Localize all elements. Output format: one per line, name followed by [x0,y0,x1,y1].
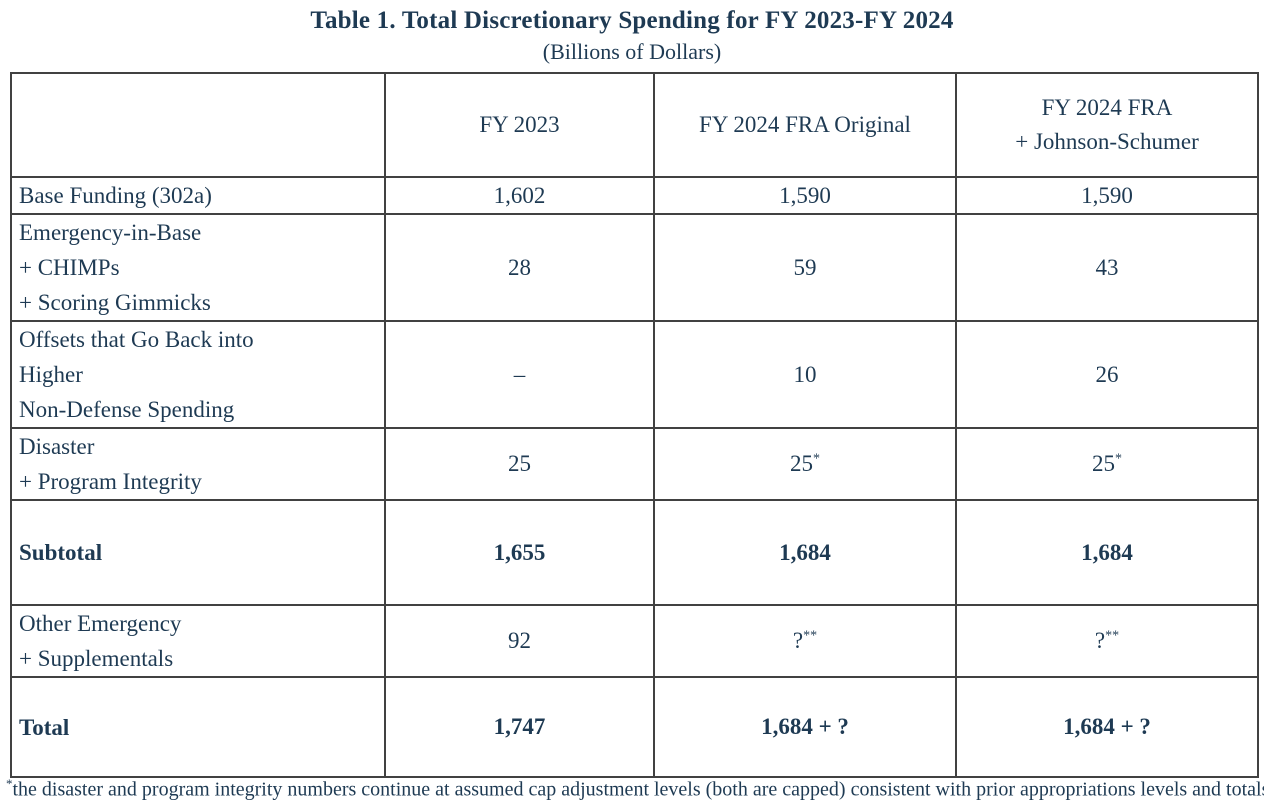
cell-value: 1,684 [956,500,1258,605]
cell-text: 1,590 [1081,183,1133,208]
cell-value: 25* [654,428,956,500]
row-label: Disaster + Program Integrity [11,428,385,500]
row-label: Emergency-in-Base + CHIMPs + Scoring Gim… [11,214,385,321]
cell-value: 1,590 [654,177,956,214]
cell-value: 92 [385,605,654,677]
cell-text: ? [1095,628,1105,653]
cell-value: 1,684 + ? [956,677,1258,777]
cell-text: 10 [794,362,817,387]
cell-value: 1,602 [385,177,654,214]
row-label: Other Emergency + Supplementals [11,605,385,677]
cell-text: 1,684 + ? [1063,714,1151,739]
table-row-offsets: Offsets that Go Back into Higher Non-Def… [11,321,1258,428]
row-label: Offsets that Go Back into Higher Non-Def… [11,321,385,428]
cell-value: 1,747 [385,677,654,777]
cell-text: – [514,362,526,387]
cell-text: 26 [1096,362,1119,387]
cell-value: 1,655 [385,500,654,605]
cell-text: 28 [508,255,531,280]
cell-text: 59 [794,255,817,280]
cell-value: 59 [654,214,956,321]
cell-superscript: ** [1105,628,1119,643]
cell-text: ? [793,628,803,653]
cell-superscript: * [813,451,820,466]
cell-text: 92 [508,628,531,653]
cell-text: 1,684 [779,540,831,565]
cell-text: 1,747 [494,714,546,739]
cell-text: 1,684 [1081,540,1133,565]
cell-text: 25 [1092,451,1115,476]
cell-value: 1,684 [654,500,956,605]
footnote-clipped: *the disaster and program integrity numb… [6,776,1264,802]
table-row-emergency-in-base: Emergency-in-Base + CHIMPs + Scoring Gim… [11,214,1258,321]
cell-text: 25 [790,451,813,476]
table-row-subtotal: Subtotal 1,655 1,684 1,684 [11,500,1258,605]
table-header-row: FY 2023 FY 2024 FRA Original FY 2024 FRA… [11,73,1258,177]
page-title: Table 1. Total Discretionary Spending fo… [0,7,1264,35]
cell-superscript: ** [803,628,817,643]
cell-value: 43 [956,214,1258,321]
row-label: Subtotal [11,500,385,605]
cell-value: 1,590 [956,177,1258,214]
table-row-disaster: Disaster + Program Integrity 25 25* 25* [11,428,1258,500]
cell-value: 25* [956,428,1258,500]
cell-text: 1,590 [779,183,831,208]
cell-text: 1,684 + ? [761,714,849,739]
header-fy2023: FY 2023 [385,73,654,177]
cell-text: 25 [508,451,531,476]
cell-value: ?** [654,605,956,677]
cell-value: 10 [654,321,956,428]
header-fy2024-fra-original: FY 2024 FRA Original [654,73,956,177]
cell-value: ?** [956,605,1258,677]
cell-value: – [385,321,654,428]
table-row-base-funding: Base Funding (302a) 1,602 1,590 1,590 [11,177,1258,214]
page-subtitle: (Billions of Dollars) [0,39,1264,65]
table-row-total: Total 1,747 1,684 + ? 1,684 + ? [11,677,1258,777]
cell-value: 26 [956,321,1258,428]
row-label: Base Funding (302a) [11,177,385,214]
discretionary-spending-table: FY 2023 FY 2024 FRA Original FY 2024 FRA… [10,72,1259,778]
cell-text: 1,655 [494,540,546,565]
header-empty-cell [11,73,385,177]
footnote-text: the disaster and program integrity numbe… [13,779,1264,801]
header-fy2024-fra-johnson-schumer: FY 2024 FRA + Johnson-Schumer [956,73,1258,177]
cell-value: 1,684 + ? [654,677,956,777]
cell-text: 43 [1096,255,1119,280]
cell-value: 28 [385,214,654,321]
cell-superscript: * [1115,451,1122,466]
cell-text: 1,602 [494,183,546,208]
table-row-other-emergency: Other Emergency + Supplementals 92 ?** ?… [11,605,1258,677]
row-label: Total [11,677,385,777]
cell-value: 25 [385,428,654,500]
